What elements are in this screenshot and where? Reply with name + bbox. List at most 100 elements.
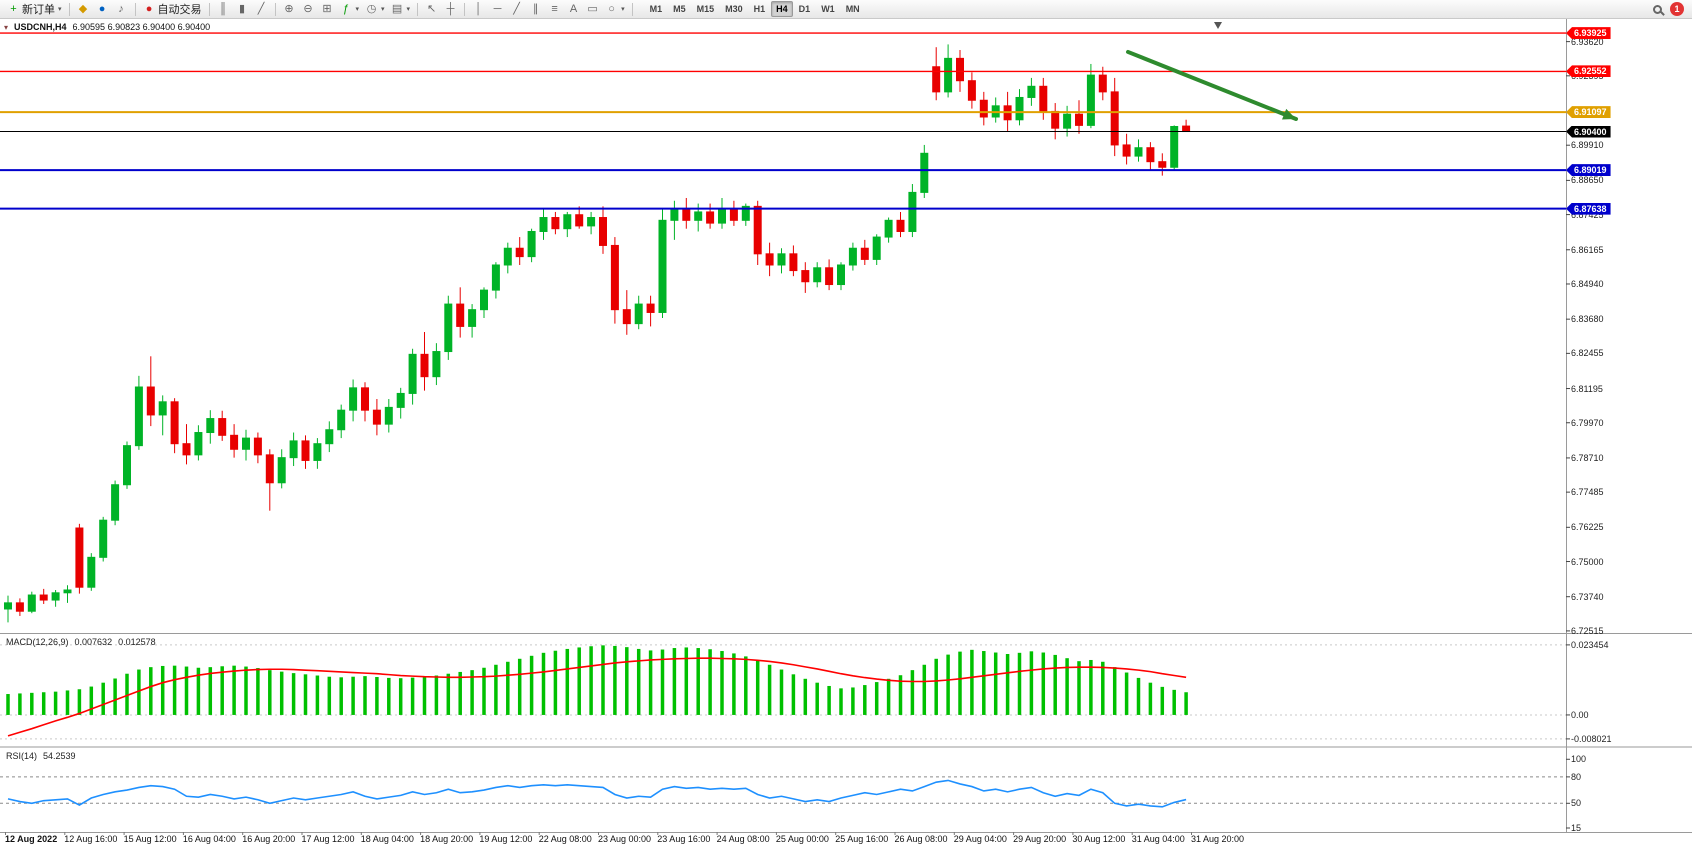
macd-histogram-bar	[839, 688, 843, 715]
date-axis-label[interactable]: 18 Aug 04:00	[360, 834, 414, 844]
date-axis-label[interactable]: 26 Aug 08:00	[894, 834, 948, 844]
date-axis-label[interactable]: 29 Aug 20:00	[1013, 834, 1067, 844]
zoom-out-icon: ⊖	[303, 2, 313, 15]
line-chart-button[interactable]: ╱	[252, 1, 271, 17]
date-axis-label[interactable]: 23 Aug 16:00	[657, 834, 711, 844]
date-axis-label[interactable]: 19 Aug 12:00	[479, 834, 533, 844]
macd-signal-value: 0.012578	[118, 637, 156, 647]
new-order-button[interactable]: + 新订单 ▾	[4, 1, 65, 17]
macd-histogram-bar	[494, 664, 498, 715]
candle-body	[134, 386, 143, 447]
vertical-line-icon: │	[475, 2, 482, 15]
macd-histogram-bar	[268, 670, 272, 715]
autotrading-label: 自动交易	[157, 4, 202, 16]
candlestick-chart-button[interactable]: ▮	[233, 1, 252, 17]
macd-histogram-bar	[160, 665, 165, 715]
timeframe-button-h1[interactable]: H1	[753, 4, 766, 14]
macd-histogram-bar	[482, 667, 486, 715]
profiles-button[interactable]: ●	[93, 1, 112, 17]
macd-histogram-bar	[922, 664, 927, 715]
timeframe-button-h4[interactable]: H4	[771, 1, 793, 17]
zoom-in-button[interactable]: ⊕	[280, 1, 299, 17]
date-axis-label[interactable]: 15 Aug 12:00	[123, 834, 177, 844]
date-axis-label[interactable]: 18 Aug 20:00	[420, 834, 474, 844]
date-axis-label[interactable]: 30 Aug 12:00	[1072, 834, 1126, 844]
date-axis-label[interactable]: 17 Aug 12:00	[301, 834, 355, 844]
price-axis-label: 6.73740	[1571, 591, 1604, 602]
macd-histogram-bar	[934, 658, 938, 715]
macd-histogram-bar	[779, 669, 784, 715]
candle-body	[337, 409, 346, 431]
date-axis-label[interactable]: 25 Aug 16:00	[835, 834, 889, 844]
indicators-button[interactable]: ƒ ▾	[337, 1, 363, 17]
candle-body	[825, 267, 834, 286]
periods-button[interactable]: ◷ ▾	[362, 1, 388, 17]
macd-histogram-bar	[149, 667, 153, 715]
date-axis-label[interactable]: 16 Aug 04:00	[182, 834, 236, 844]
one-click-trading-toggle[interactable]: ▾	[4, 22, 9, 32]
date-axis-label[interactable]: 29 Aug 04:00	[953, 834, 1007, 844]
candle-body	[956, 57, 964, 82]
zoom-out-button[interactable]: ⊖	[299, 1, 318, 17]
macd-histogram-bar	[220, 666, 224, 715]
price-axis-label: 6.86165	[1571, 244, 1604, 255]
macd-histogram-bar	[1017, 652, 1022, 715]
rsi-label: RSI(14) 54.2539	[6, 751, 76, 761]
candle-body	[1110, 91, 1119, 146]
autotrading-button[interactable]: ● 自动交易	[140, 1, 205, 17]
date-axis-label[interactable]: 31 Aug 20:00	[1191, 834, 1245, 844]
macd-histogram-bar	[517, 658, 522, 715]
alerts-button[interactable]: ♪	[112, 1, 131, 17]
date-axis-label[interactable]: 12 Aug 16:00	[64, 834, 118, 844]
date-axis-label[interactable]: 23 Aug 00:00	[598, 834, 652, 844]
label-icon: ▭	[587, 2, 598, 15]
macd-histogram-bar	[458, 671, 462, 715]
macd-histogram-bar	[1029, 651, 1034, 715]
vertical-line-button[interactable]: │	[469, 1, 488, 17]
candle-body	[908, 191, 917, 232]
date-axis-label[interactable]: 12 Aug 2022	[5, 834, 58, 844]
date-axis-label[interactable]: 16 Aug 20:00	[242, 834, 296, 844]
notification-badge[interactable]: 1	[1670, 2, 1684, 16]
date-axis-label[interactable]: 22 Aug 08:00	[538, 834, 592, 844]
rsi-axis-label: 80	[1571, 771, 1582, 782]
tile-windows-button[interactable]: ⊞	[318, 1, 337, 17]
cursor-button[interactable]: ↖	[422, 1, 441, 17]
date-axis-label[interactable]: 31 Aug 04:00	[1131, 834, 1185, 844]
horizontal-line-button[interactable]: ─	[488, 1, 507, 17]
macd-histogram-bar	[303, 674, 308, 715]
candle-body	[468, 309, 477, 327]
candle-body	[1122, 144, 1131, 157]
search-icon[interactable]	[1653, 4, 1662, 14]
timeframe-toolbar: M1 M5 M15 M30 H1 H4 D1 W1 MN	[645, 1, 865, 17]
metaeditor-button[interactable]: ◆	[74, 1, 93, 17]
trendline-button[interactable]: ╱	[507, 1, 526, 17]
shapes-button[interactable]: ○ ▾	[602, 1, 628, 17]
templates-button[interactable]: ▤ ▾	[388, 1, 414, 17]
timeframe-button-m15[interactable]: M15	[696, 4, 715, 14]
chart-shift-marker[interactable]	[1214, 22, 1222, 29]
bar-chart-button[interactable]: ║	[214, 1, 233, 17]
timeframe-button-w1[interactable]: W1	[821, 4, 835, 14]
timeframe-button-mn[interactable]: MN	[845, 4, 860, 14]
candle-body	[242, 437, 250, 450]
macd-histogram-bar	[77, 689, 82, 715]
trend-arrow-line[interactable]	[1126, 49, 1298, 121]
timeframe-button-m1[interactable]: M1	[649, 4, 663, 14]
candle-body	[277, 457, 286, 484]
macd-histogram-bar	[755, 659, 760, 715]
timeframe-button-d1[interactable]: D1	[798, 4, 811, 14]
date-axis-label[interactable]: 25 Aug 00:00	[775, 834, 829, 844]
timeframe-button-m30[interactable]: M30	[725, 4, 743, 14]
candle-body	[646, 303, 655, 313]
date-axis-label[interactable]: 24 Aug 08:00	[716, 834, 770, 844]
timeframe-button-m5[interactable]: M5	[673, 4, 686, 14]
channel-button[interactable]: ∥	[526, 1, 545, 17]
label-button[interactable]: ▭	[583, 1, 602, 17]
text-button[interactable]: A	[564, 1, 583, 17]
crosshair-button[interactable]: ┼	[441, 1, 460, 17]
candle-body	[1158, 161, 1167, 168]
fibonacci-button[interactable]: ≡	[545, 1, 564, 17]
